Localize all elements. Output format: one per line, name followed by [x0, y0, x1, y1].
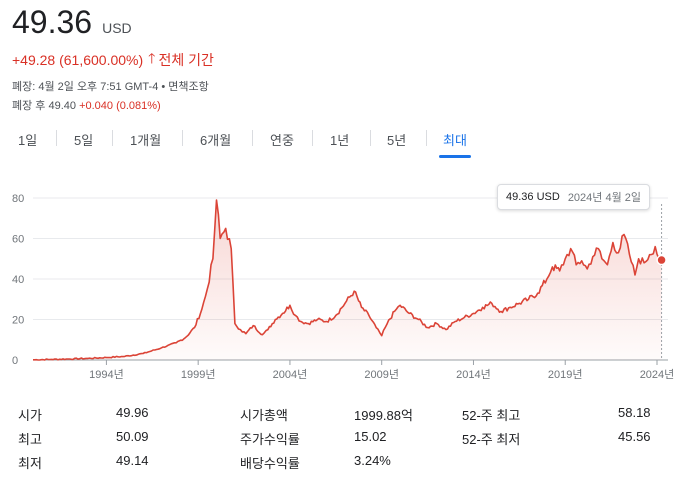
tab-ytd[interactable]: 연중: [270, 133, 294, 148]
tab-divider: [182, 130, 183, 146]
after-hours-label: 폐장 후 49.40: [12, 100, 76, 112]
stat-52w-low: 52-주 최저 45.56: [462, 429, 651, 448]
currency-label: USD: [102, 20, 132, 36]
after-hours-info: 폐장 후 49.40 +0.040 (0.081%): [12, 97, 161, 113]
stat-value: 3.24%: [354, 453, 391, 468]
x-tick-label: 2019년: [548, 368, 583, 381]
y-tick-label: 40: [12, 274, 24, 286]
x-tick-label: 2014년: [456, 368, 491, 381]
stat-market-cap: 시가총액 1999.88억: [240, 405, 413, 424]
price-header: 49.36 USD: [12, 4, 132, 41]
stat-label: 최저: [18, 456, 42, 471]
stat-52w-high: 52-주 최고 58.18: [462, 405, 651, 424]
stat-value: 49.14: [116, 453, 149, 468]
tab-divider: [252, 130, 253, 146]
x-tick-label: 2024년: [640, 368, 675, 381]
current-price: 49.36: [12, 4, 93, 40]
x-tick-label: 1994년: [89, 368, 124, 381]
tab-divider: [312, 130, 313, 146]
stat-dividend-yield: 배당수익률 3.24%: [240, 453, 391, 472]
stat-high: 최고 50.09: [18, 429, 149, 448]
y-tick-label: 0: [12, 355, 18, 367]
tab-divider: [56, 130, 57, 146]
tab-1d[interactable]: 1일: [18, 133, 38, 148]
arrow-up-icon: 🡑: [148, 50, 156, 66]
change-value: +49.28 (61,600.00%): [12, 52, 144, 68]
x-tick-label: 2004년: [273, 368, 308, 381]
stat-label: 최고: [18, 432, 42, 447]
y-tick-label: 80: [12, 193, 24, 205]
tab-divider: [426, 130, 427, 146]
x-tick-label: 1999년: [181, 368, 216, 381]
stat-label: 시가총액: [240, 408, 288, 423]
tab-max[interactable]: 최대: [439, 126, 471, 158]
y-tick-label: 20: [12, 315, 24, 327]
change-period: 전체 기간: [158, 52, 214, 68]
tooltip-price: 49.36 USD: [506, 191, 560, 203]
stat-label: 주가수익률: [240, 432, 300, 447]
price-change: +49.28 (61,600.00%) 🡑 전체 기간: [12, 48, 214, 72]
tab-1y[interactable]: 1년: [330, 133, 350, 148]
tab-5y[interactable]: 5년: [387, 133, 407, 148]
price-line: [33, 199, 662, 361]
x-tick-label: 2009년: [364, 368, 399, 381]
tab-5d[interactable]: 5일: [74, 133, 94, 148]
chart-tooltip: 49.36 USD 2024년 4월 2일: [497, 184, 650, 210]
stat-low: 최저 49.14: [18, 453, 149, 472]
stat-label: 배당수익률: [240, 456, 300, 471]
tab-divider: [112, 130, 113, 146]
stat-value: 50.09: [116, 429, 149, 444]
current-point-marker: [656, 254, 667, 266]
stat-label: 52-주 최저: [462, 432, 521, 447]
stat-value: 1999.88억: [354, 408, 413, 423]
tab-6m[interactable]: 6개월: [200, 133, 232, 148]
stat-pe-ratio: 주가수익률 15.02: [240, 429, 387, 448]
stat-value: 49.96: [116, 405, 149, 420]
stat-label: 52-주 최고: [462, 408, 521, 423]
tooltip-date: 2024년 4월 2일: [567, 192, 641, 204]
tab-divider: [370, 130, 371, 146]
y-tick-label: 60: [12, 234, 24, 246]
stat-value: 45.56: [618, 429, 651, 444]
stat-label: 시가: [18, 408, 42, 423]
price-area: [33, 200, 662, 360]
tab-1m[interactable]: 1개월: [130, 133, 162, 148]
after-hours-change: +0.040 (0.081%): [79, 100, 161, 112]
stat-value: 58.18: [618, 405, 651, 420]
stat-open: 시가 49.96: [18, 405, 149, 424]
closed-info: 폐장: 4월 2일 오후 7:51 GMT-4 • 면책조항: [12, 81, 209, 93]
stat-value: 15.02: [354, 429, 387, 444]
